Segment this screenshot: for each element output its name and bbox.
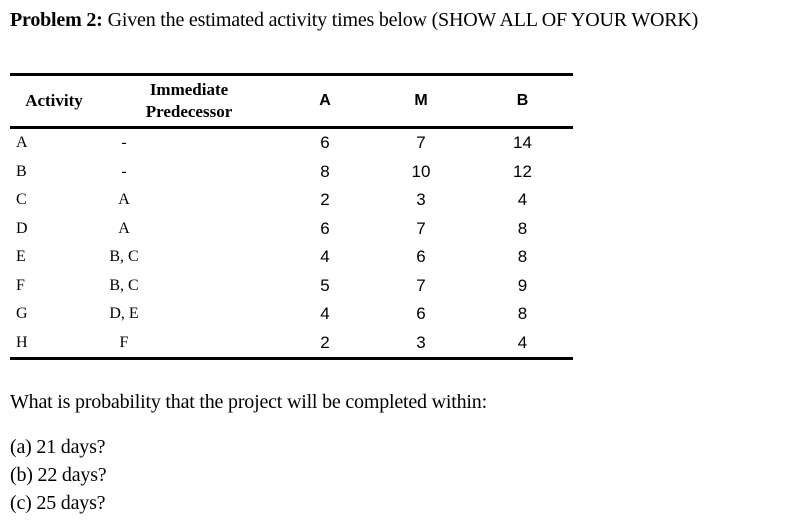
cell-activity: A xyxy=(16,134,28,152)
cell-a: 2 xyxy=(320,190,330,210)
table-row: D A 6 7 8 xyxy=(10,215,573,244)
cell-m: 6 xyxy=(416,247,426,267)
cell-activity: D xyxy=(16,219,28,237)
cell-a: 2 xyxy=(320,332,330,352)
problem-number-label: Problem 2: xyxy=(10,9,103,31)
cell-a: 4 xyxy=(320,247,330,267)
table-row: B - 8 10 12 xyxy=(10,158,573,187)
table-row: H F 2 3 4 xyxy=(10,329,573,359)
table-header-row: Activity Immediate Predecessor A M B xyxy=(10,75,573,128)
cell-m: 7 xyxy=(416,275,426,295)
question-text: What is probability that the project wil… xyxy=(10,391,487,413)
option-a: (a) 21 days? xyxy=(10,436,106,458)
cell-m: 6 xyxy=(416,304,426,324)
cell-b: 4 xyxy=(517,190,528,210)
cell-m: 3 xyxy=(416,332,426,352)
cell-b: 4 xyxy=(517,332,528,352)
col-header-b: B xyxy=(516,92,529,109)
cell-activity: B xyxy=(16,162,27,180)
table-row: F B, C 5 7 9 xyxy=(10,272,573,301)
cell-b: 14 xyxy=(513,133,532,153)
table-row: G D, E 4 6 8 xyxy=(10,300,573,329)
cell-m: 3 xyxy=(416,190,426,210)
cell-a: 5 xyxy=(320,275,330,295)
col-header-activity: Activity xyxy=(25,91,83,110)
table-row: A - 6 7 14 xyxy=(10,128,573,158)
problem-title: Problem 2: Given the estimated activity t… xyxy=(10,8,796,33)
cell-activity: C xyxy=(16,191,27,209)
cell-predecessor: A xyxy=(118,219,130,237)
cell-activity: E xyxy=(16,248,26,266)
cell-activity: F xyxy=(16,276,25,294)
col-header-a: A xyxy=(319,92,331,109)
cell-activity: H xyxy=(16,333,28,351)
table-row: C A 2 3 4 xyxy=(10,186,573,215)
cell-b: 8 xyxy=(517,247,528,267)
cell-a: 6 xyxy=(320,133,330,153)
option-c: (c) 25 days? xyxy=(10,492,106,514)
cell-b: 9 xyxy=(517,275,528,295)
question-options: (a) 21 days? (b) 22 days? (c) 25 days? xyxy=(10,433,796,517)
cell-predecessor: A xyxy=(118,191,130,209)
col-header-immediate-predecessor: Immediate Predecessor xyxy=(145,80,233,121)
cell-predecessor: B, C xyxy=(109,248,139,266)
cell-b: 8 xyxy=(517,218,528,238)
cell-m: 7 xyxy=(416,133,426,153)
cell-predecessor: D, E xyxy=(109,305,139,323)
cell-m: 7 xyxy=(416,218,426,238)
activity-times-table: Activity Immediate Predecessor A M B A -… xyxy=(10,73,573,360)
col-header-m: M xyxy=(414,92,428,109)
cell-b: 8 xyxy=(517,304,528,324)
option-b: (b) 22 days? xyxy=(10,464,107,486)
cell-a: 6 xyxy=(320,218,330,238)
cell-m: 10 xyxy=(411,161,431,181)
cell-predecessor: - xyxy=(121,134,127,152)
cell-b: 12 xyxy=(513,161,532,181)
cell-a: 8 xyxy=(320,161,330,181)
problem-statement: Given the estimated activity times below… xyxy=(107,9,699,31)
cell-predecessor: F xyxy=(119,333,129,351)
table-row: E B, C 4 6 8 xyxy=(10,243,573,272)
cell-a: 4 xyxy=(320,304,330,324)
cell-predecessor: B, C xyxy=(109,276,139,294)
cell-activity: G xyxy=(16,305,28,323)
cell-predecessor: - xyxy=(121,162,127,180)
